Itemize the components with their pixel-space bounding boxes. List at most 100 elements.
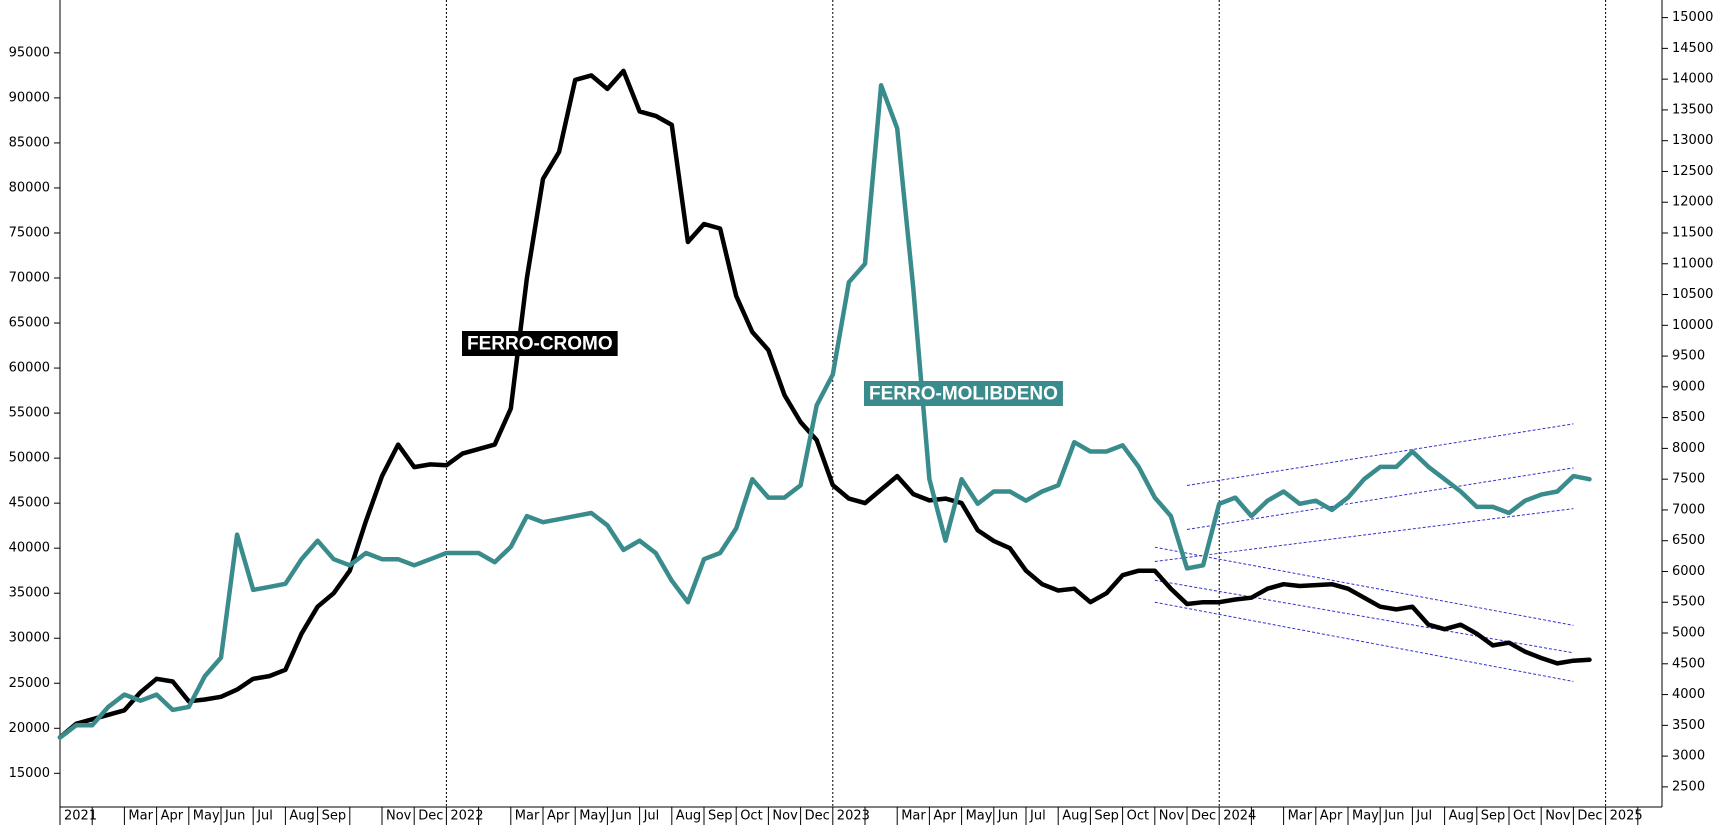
x-tick-label: Apr	[933, 809, 956, 824]
x-tick-label: Jul	[1029, 809, 1046, 824]
x-tick-label: 2021	[64, 809, 97, 824]
y2-tick-label: 3000	[1672, 749, 1705, 764]
y-tick-label: 15000	[9, 766, 50, 781]
x-tick-label: Jul	[256, 809, 273, 824]
x-tick-label: Oct	[1513, 809, 1535, 824]
y-tick-label: 40000	[9, 541, 50, 556]
x-tick-label: May	[193, 809, 220, 824]
y2-tick-label: 8000	[1672, 441, 1705, 456]
y-tick-label: 65000	[9, 316, 50, 331]
x-tick-label: Apr	[547, 809, 570, 824]
x-tick-label: 2022	[450, 809, 483, 824]
y-tick-label: 55000	[9, 406, 50, 421]
y-tick-label: 60000	[9, 361, 50, 376]
x-tick-label: May	[579, 809, 606, 824]
trend-line	[1186, 467, 1574, 531]
y2-tick-label: 2500	[1672, 779, 1705, 794]
y2-tick-label: 13500	[1672, 102, 1713, 117]
x-tick-label: Sep	[1481, 809, 1506, 824]
x-tick-label: Jul	[1415, 809, 1432, 824]
y2-tick-label: 14500	[1672, 41, 1713, 56]
y2-tick-label: 9000	[1672, 379, 1705, 394]
x-tick-label: Aug	[676, 809, 701, 824]
x-tick-label: Mar	[901, 809, 926, 824]
y2-tick-label: 12500	[1672, 164, 1713, 179]
x-tick-label: Sep	[1094, 809, 1119, 824]
y2-tick-label: 10000	[1672, 318, 1713, 333]
x-tick-label: Sep	[708, 809, 733, 824]
trend-line	[1154, 601, 1574, 682]
y-tick-label: 25000	[9, 676, 50, 691]
y2-tick-label: 7500	[1672, 472, 1705, 487]
y-tick-label: 80000	[9, 180, 50, 195]
x-tick-label: 2024	[1223, 809, 1256, 824]
series-label-box	[864, 381, 1063, 406]
x-tick-label: Dec	[1191, 809, 1216, 824]
y-tick-label: 95000	[9, 45, 50, 60]
x-tick-label: Jun	[224, 809, 245, 824]
y-tick-label: 90000	[9, 90, 50, 105]
y2-tick-label: 11500	[1672, 225, 1713, 240]
y2-tick-label: 3500	[1672, 718, 1705, 733]
y-tick-label: 50000	[9, 451, 50, 466]
y2-tick-label: 9500	[1672, 349, 1705, 364]
x-tick-label: Mar	[1288, 809, 1313, 824]
x-tick-label: Oct	[740, 809, 762, 824]
y2-tick-label: 5000	[1672, 626, 1705, 641]
x-tick-label: Sep	[322, 809, 347, 824]
x-tick-label: Nov	[1159, 809, 1185, 824]
x-tick-label: Aug	[1449, 809, 1474, 824]
x-tick-label: Mar	[515, 809, 540, 824]
series-label-box	[462, 331, 618, 356]
series-label: FERRO-CROMO	[467, 334, 613, 355]
y-tick-label: 70000	[9, 271, 50, 286]
x-tick-label: Apr	[161, 809, 184, 824]
x-tick-label: Dec	[1577, 809, 1602, 824]
x-tick-label: Nov	[772, 809, 798, 824]
y2-tick-label: 11000	[1672, 256, 1713, 271]
y2-tick-label: 10500	[1672, 287, 1713, 302]
y2-tick-label: 15000	[1672, 10, 1713, 25]
x-tick-label: Apr	[1320, 809, 1343, 824]
x-tick-label: May	[966, 809, 993, 824]
x-tick-label: Jul	[643, 809, 660, 824]
series-label: FERRO-MOLIBDENO	[869, 384, 1058, 405]
y2-tick-label: 14000	[1672, 72, 1713, 87]
y-tick-label: 35000	[9, 586, 50, 601]
x-tick-label: Jun	[1383, 809, 1404, 824]
y-tick-label: 30000	[9, 631, 50, 646]
x-tick-label: Aug	[289, 809, 314, 824]
x-tick-label: Oct	[1127, 809, 1149, 824]
trend-line	[1154, 508, 1574, 562]
trend-line	[1154, 546, 1574, 626]
y-tick-label: 85000	[9, 135, 50, 150]
y2-tick-label: 12000	[1672, 195, 1713, 210]
x-tick-label: 2025	[1610, 809, 1643, 824]
x-tick-label: May	[1352, 809, 1379, 824]
x-tick-label: 2023	[837, 809, 870, 824]
x-tick-label: Dec	[805, 809, 830, 824]
y2-tick-label: 4000	[1672, 687, 1705, 702]
trend-line	[1186, 423, 1574, 486]
y-tick-label: 20000	[9, 721, 50, 736]
x-tick-label: Jun	[997, 809, 1018, 824]
y2-tick-label: 5500	[1672, 595, 1705, 610]
series-line	[57, 68, 1592, 740]
series-line	[57, 83, 1592, 740]
y2-tick-label: 4500	[1672, 656, 1705, 671]
y2-tick-label: 13000	[1672, 133, 1713, 148]
x-tick-label: Aug	[1062, 809, 1087, 824]
x-tick-label: Mar	[128, 809, 153, 824]
y-tick-label: 75000	[9, 225, 50, 240]
x-tick-label: Nov	[386, 809, 412, 824]
x-tick-label: Dec	[418, 809, 443, 824]
x-tick-label: Jun	[610, 809, 631, 824]
y2-tick-label: 6500	[1672, 533, 1705, 548]
y2-tick-label: 6000	[1672, 564, 1705, 579]
x-tick-label: Nov	[1545, 809, 1571, 824]
y2-tick-label: 7000	[1672, 502, 1705, 517]
trend-line	[1154, 579, 1574, 654]
y2-tick-label: 8500	[1672, 410, 1705, 425]
